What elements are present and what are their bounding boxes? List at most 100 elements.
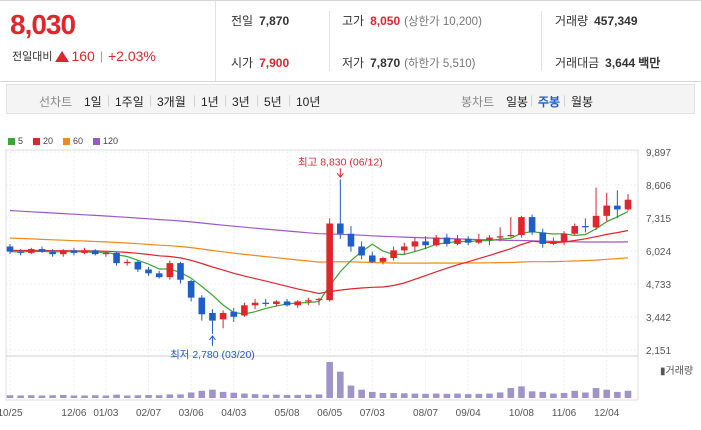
period-10y[interactable]: 10년 [296,95,321,109]
candle-body [475,240,483,243]
volume-bar [347,385,355,398]
legend-label: 60 [73,136,84,146]
volume-bar [422,393,429,398]
volume-bar [219,391,227,398]
candle-body [486,237,493,241]
turnover-value: 3,644 [605,56,636,70]
prev-close-value: 7,870 [259,14,290,28]
moving-average-legend: 5 20 60 120 [8,136,128,146]
current-price-box: 8,030 전일대비 160 | +2.03% [0,1,216,81]
volume-bar [273,394,280,398]
change-row: 전일대비 160 | +2.03% [12,48,156,64]
period-1y[interactable]: 1년 [201,95,219,109]
stock-summary: 8,030 전일대비 160 | +2.03% 전일 7,870 시가 7,90… [0,0,701,82]
candle-body [145,269,152,274]
volume-bar [102,395,110,398]
candle-body [38,249,46,252]
candle-body [241,305,248,316]
volume-bar [379,393,387,398]
chart-frame [5,149,639,401]
lower-limit-note: (하한가 5,510) [404,58,476,70]
candle-body [326,223,333,301]
candle-body [198,297,206,315]
candle-body [432,237,440,246]
period-3m[interactable]: 3개월 [157,95,186,109]
volume-bar [283,394,291,398]
volume-bar [59,394,67,398]
volume-bar [262,394,270,398]
volume-bar [177,394,184,398]
x-tick-label: 10/08 [509,408,534,419]
x-tick-label: 05/08 [275,408,300,419]
volume-value: 457,349 [594,14,638,28]
candle-body [49,251,56,255]
candle-daily[interactable]: 일봉 [506,95,529,109]
x-tick-label: 10/25 [0,408,23,419]
x-tick-label: 12/06 [61,408,86,419]
volume-bar [251,394,259,398]
volume-bar [241,393,248,398]
candle-body [17,251,24,253]
candle-body [496,236,504,238]
candle-body [518,217,525,235]
stat-divider [329,11,330,71]
y-tick-label: 2,151 [646,346,671,357]
change-percent: +2.03% [107,48,156,64]
candle-body [411,241,419,247]
volume-bar [70,395,78,398]
volume-bar [614,391,621,398]
legend-label: 5 [18,136,24,146]
candle-body [443,237,451,244]
up-arrow-icon [55,50,70,62]
stat-low: 저가 7,870 (하한가 5,510) [342,54,476,71]
candle-body [624,199,632,210]
candle-body [294,301,301,306]
candle-body [6,246,14,252]
candle-body [283,301,291,306]
separator: | [256,93,260,107]
x-tick-label: 12/04 [594,408,619,419]
volume-bar [305,394,312,398]
candle-weekly[interactable]: 주봉 [538,95,561,109]
y-tick-label: 9,897 [646,148,671,159]
candle-body [400,246,408,251]
low-annotation: 최저 2,780 (03/20) [170,349,255,361]
candle-body [560,233,568,242]
candle-body [379,258,387,262]
candle-body [59,250,67,255]
candle-body [422,241,429,246]
candle-body [464,238,472,243]
volume-bar [187,392,195,398]
period-5y[interactable]: 5년 [264,95,282,109]
ma60-line [9,237,629,264]
x-tick-label: 02/07 [136,408,161,419]
volume-bar [486,393,493,398]
candle-body [368,255,376,262]
change-amount: 160 [71,48,95,64]
stat-volume: 거래량 457,349 [555,12,638,29]
chart-period-toolbar: 선차트 1일 | 1주일 | 3개월 | 1년 | 3년 | 5년 | 10년 … [6,84,695,114]
period-1d[interactable]: 1일 [84,95,102,109]
candle-body [155,273,163,278]
candle-body [539,232,547,244]
legend-label: 20 [43,136,54,146]
high-label: 고가 [342,14,365,28]
candle-monthly[interactable]: 월봉 [571,95,594,109]
candle-body [177,263,184,280]
y-tick-label: 8,606 [646,181,671,192]
period-3y[interactable]: 3년 [232,95,250,109]
volume-bar [123,395,131,398]
x-tick-label: 11/06 [552,408,577,419]
candle-body [528,217,536,233]
volume-bar [166,394,174,398]
ma120-line [9,209,629,243]
candle-body [454,238,461,244]
x-tick-label: 04/03 [221,408,246,419]
separator: | [288,93,292,107]
period-1w[interactable]: 1주일 [115,95,144,109]
volume-bar [603,389,610,398]
stat-high: 고가 8,050 (상한가 10,200) [342,12,482,29]
volume-bar [155,395,163,398]
candle-body [592,215,600,228]
